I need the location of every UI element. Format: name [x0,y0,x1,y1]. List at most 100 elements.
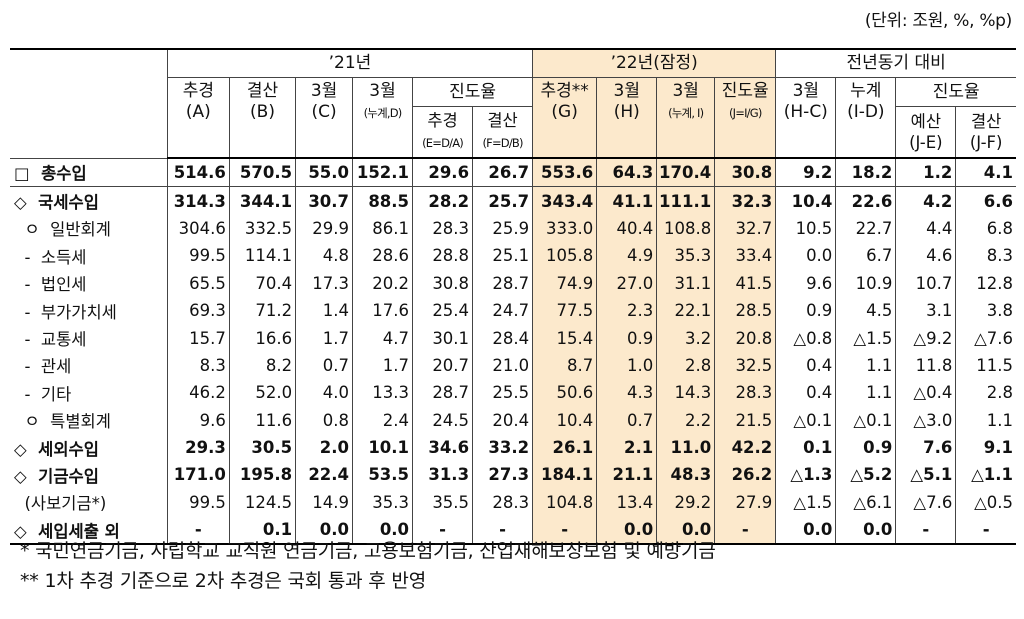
table-cell: 28.7 [412,379,474,407]
table-cell: 6.7 [835,242,897,270]
table-cell: 28.5 [714,296,777,325]
table-cell: 28.3 [472,488,534,517]
row-label: □ 총수입 [10,158,168,188]
table-cell: 2.8 [986,383,1013,403]
table-row: ㅇ 특별회계 9.6 11.6 0.8 2.4 24.5 20.4 10.4 0.7 2.2 21.… [10,406,1016,434]
table-cell: 28.3 [412,214,474,243]
table-cell: 11.0 [656,433,716,462]
table-cell: 86.1 [352,214,414,243]
table-cell: 1.7 [352,351,414,380]
table-cell: 0.7 [295,351,354,380]
table-cell: △5.2 [835,461,897,489]
table-cell: 104.8 [532,488,598,517]
table-cell: 10.5 [775,214,837,243]
table-cell: 29.3 [167,433,230,462]
table-cell: 333.0 [532,214,598,243]
table-cell: 108.8 [656,214,716,243]
row-label: ㅇ 특별회계 [10,406,168,434]
table-cell: - [412,516,474,546]
table-cell: 20.2 [352,269,414,297]
table-cell: 3.8 [986,301,1013,321]
table-cell: 0.8 [295,406,354,434]
header-col-f: 결산 (F=D/B) [472,106,534,159]
table-cell: 31.3 [412,461,474,489]
table-cell: 30.1 [412,324,474,352]
table-cell: 25.1 [472,242,534,270]
table-cell: 30.8 [714,158,777,188]
header-col-d: 3월 (누계,D) [352,77,414,159]
table-cell: 17.3 [295,269,354,297]
table-cell: 0.1 [775,433,837,462]
table-cell: 24.7 [472,296,534,325]
table-cell: 31.1 [656,269,716,297]
table-cell: 35.3 [656,242,716,270]
table-cell: 22.6 [835,186,897,215]
table-cell: 152.1 [352,158,414,188]
table-cell: △7.6 [974,328,1013,348]
table-cell: 30.5 [229,433,297,462]
table-cell: 69.3 [167,296,230,325]
table-cell: - [532,516,598,546]
table-cell: 15.7 [167,324,230,352]
header-col-h: 3월 (H) [596,77,658,159]
row-label: - 관세 [10,351,168,380]
table-cell: 70.4 [229,269,297,297]
table-cell: 28.7 [472,269,534,297]
table-cell: 0.9 [835,433,897,462]
table-cell: 10.4 [532,406,598,434]
table-cell: 26.1 [532,433,598,462]
table-row: □ 총수입 514.6 570.5 55.0 152.1 29.6 26.7 553.6 64.… [10,158,1016,188]
table-cell: 18.2 [835,158,897,188]
table-row: - 교통세 15.7 16.6 1.7 4.7 30.1 28.4 15.4 0.9 3.2 20.… [10,324,1016,352]
header-col-j: 진도율 (J=I/G) [714,77,777,159]
table-cell: 570.5 [229,158,297,188]
table-cell: 50.6 [532,379,598,407]
table-cell: 30.8 [412,269,474,297]
table-cell: 28.8 [412,242,474,270]
table-cell: 7.6 [895,433,957,462]
table-cell: 4.9 [596,242,658,270]
footnote-2: ** 1차 추경 기준으로 2차 추경은 국회 통과 후 반영 [20,570,426,592]
table-cell: △5.1 [895,461,957,489]
table-cell: 3.1 [895,296,957,325]
header-col-jf: 결산 (J-F) [955,106,1016,159]
table-cell: 314.3 [167,186,230,215]
table-cell: 2.1 [596,433,658,462]
table-cell: 4.2 [895,186,957,215]
row-label: ◇ 기금수입 [10,461,168,489]
table-cell: 8.7 [532,351,598,380]
header-col-je: 예산 (J-E) [895,106,957,159]
table-cell: 28.3 [714,379,777,407]
table-cell: 4.4 [895,214,957,243]
table-cell: 10.9 [835,269,897,297]
table-cell: 32.5 [714,351,777,380]
header-col-hc: 3월 (H-C) [775,77,837,159]
header-progress-yoy: 진도율 [895,77,1016,107]
table-cell: 1.0 [596,351,658,380]
table-cell: 20.7 [412,351,474,380]
row-label: - 소득세 [10,242,168,270]
table-cell: 14.9 [295,488,354,517]
table-cell: 8.3 [986,246,1013,266]
table-cell: 2.8 [656,351,716,380]
table-cell: 35.3 [352,488,414,517]
table-cell: 0.0 [352,516,414,546]
table-cell: 42.2 [714,433,777,462]
table-cell: 22.7 [835,214,897,243]
table-cell: 17.6 [352,296,414,325]
table-cell: △3.0 [895,406,957,434]
table-cell: 24.5 [412,406,474,434]
table-cell: 28.6 [352,242,414,270]
table-cell: 8.2 [229,351,297,380]
table-cell: 77.5 [532,296,598,325]
table-cell: 21.1 [596,461,658,489]
table-row: (사보기금*) 99.5 124.5 14.9 35.3 35.5 28.3 104.8 13.… [10,488,1016,517]
table-cell: 114.1 [229,242,297,270]
table-cell: 26.2 [714,461,777,489]
table-cell: 0.4 [775,351,837,380]
table-row: ◇ 국세수입 314.3 344.1 30.7 88.5 28.2 25.7 343.4 41.… [10,186,1016,215]
table-cell: 0.4 [775,379,837,407]
table-cell: △7.6 [895,488,957,517]
table-cell: 33.4 [714,242,777,270]
table-cell: - [167,516,230,546]
